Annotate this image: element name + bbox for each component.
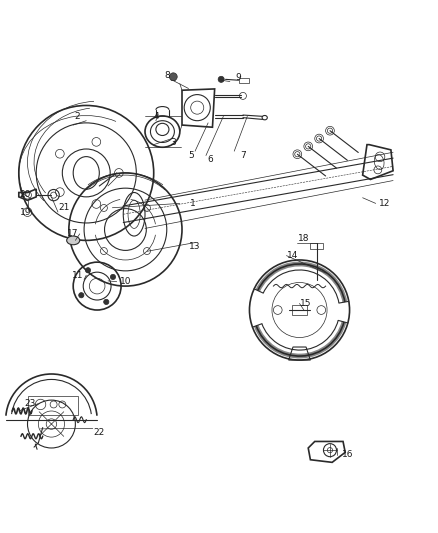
Text: 19: 19 xyxy=(20,207,31,216)
Circle shape xyxy=(104,300,109,304)
Text: 16: 16 xyxy=(342,450,353,459)
Text: 6: 6 xyxy=(208,156,213,164)
Circle shape xyxy=(218,76,224,83)
Text: 2: 2 xyxy=(75,112,80,121)
Text: 9: 9 xyxy=(236,72,241,82)
Text: 3: 3 xyxy=(170,138,176,147)
Text: 12: 12 xyxy=(379,199,390,208)
Circle shape xyxy=(79,293,84,298)
Circle shape xyxy=(170,73,177,80)
Text: 7: 7 xyxy=(240,151,246,160)
Ellipse shape xyxy=(67,236,80,245)
Text: 5: 5 xyxy=(188,151,194,160)
Text: 22: 22 xyxy=(94,428,105,437)
Text: 20: 20 xyxy=(20,190,31,199)
Text: 11: 11 xyxy=(72,271,83,280)
Text: 14: 14 xyxy=(287,251,299,260)
Text: 17: 17 xyxy=(67,229,79,238)
Text: 15: 15 xyxy=(300,299,312,308)
Text: 21: 21 xyxy=(59,203,70,212)
Text: 10: 10 xyxy=(120,277,131,286)
Text: 1: 1 xyxy=(190,199,196,208)
Circle shape xyxy=(85,268,91,273)
Circle shape xyxy=(110,274,116,279)
Text: 13: 13 xyxy=(189,243,201,252)
Text: 23: 23 xyxy=(24,399,35,408)
Text: 18: 18 xyxy=(298,233,310,243)
Text: 4: 4 xyxy=(153,112,159,121)
Text: 8: 8 xyxy=(164,71,170,80)
